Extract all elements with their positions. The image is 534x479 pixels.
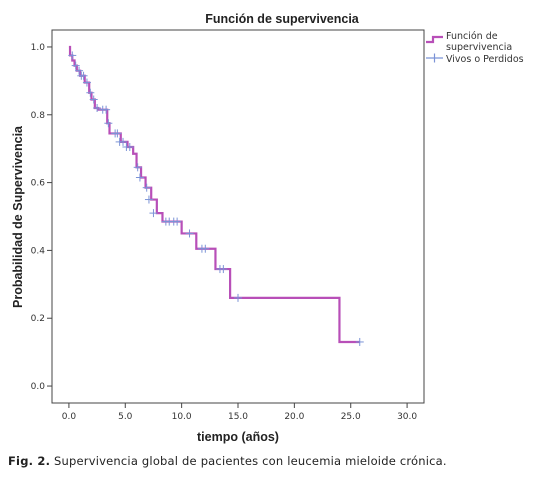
x-tick-label: 15.0 xyxy=(228,412,248,422)
censored-marker xyxy=(102,105,111,114)
censored-marker xyxy=(135,173,144,182)
legend-censored-label: Vivos o Perdidos xyxy=(446,54,524,65)
x-tick-label: 30.0 xyxy=(397,412,417,422)
legend-survival-swatch xyxy=(426,35,443,44)
x-tick-label: 20.0 xyxy=(284,412,304,422)
y-tick-label: 0.6 xyxy=(31,179,46,189)
x-tick-label: 0.0 xyxy=(62,412,77,422)
legend-survival-label: Función de supervivencia xyxy=(446,31,512,53)
x-tick-label: 10.0 xyxy=(172,412,192,422)
plot-area xyxy=(51,29,425,404)
censored-marker xyxy=(113,129,122,138)
censored-marker xyxy=(185,229,194,238)
caption-text: Supervivencia global de pacientes con le… xyxy=(54,454,447,468)
chart-title: Función de supervivencia xyxy=(205,12,360,26)
censored-marker xyxy=(71,61,80,70)
y-tick-label: 0.8 xyxy=(31,111,46,121)
censored-marker xyxy=(219,265,228,274)
legend: Función de supervivencia Vivos o Perdidos xyxy=(426,31,524,65)
censored-marker xyxy=(234,293,242,302)
censored-marker xyxy=(173,217,182,226)
y-tick-label: 0.0 xyxy=(31,382,46,392)
censored-marker xyxy=(355,337,364,346)
y-tick-label: 0.2 xyxy=(31,314,45,324)
censored-marker xyxy=(144,195,153,204)
y-axis: 0.0 0.2 0.4 0.6 0.8 1.0 xyxy=(31,43,52,392)
survival-chart: Función de supervivencia 0.0 0.2 0.4 0.6 0.8… xyxy=(11,12,524,444)
figure-caption: Fig. 2. Supervivencia global de paciente… xyxy=(8,454,447,468)
censored-marker xyxy=(149,209,158,218)
censored-marker xyxy=(119,137,128,146)
series-layer xyxy=(68,45,364,346)
censored-marker xyxy=(75,66,84,75)
x-tick-label: 5.0 xyxy=(118,412,133,422)
censored-marker xyxy=(201,244,210,253)
x-tick-label: 25.0 xyxy=(341,412,361,422)
censored-marker xyxy=(133,163,142,172)
censored-marker xyxy=(79,71,88,80)
censored-marker xyxy=(82,78,91,87)
censored-marker xyxy=(93,103,102,112)
censored-marker xyxy=(125,142,134,151)
caption-label: Fig. 2. xyxy=(8,454,51,468)
y-tick-label: 0.4 xyxy=(31,246,46,256)
censored-marker xyxy=(89,95,98,104)
censored-marker xyxy=(86,88,95,97)
x-axis-label: tiempo (años) xyxy=(197,430,279,444)
x-axis: 0.0 5.0 10.0 15.0 20.0 25.0 30.0 xyxy=(62,403,417,422)
censored-marker xyxy=(104,119,113,128)
y-axis-label: Probabilidad de Supervivencia xyxy=(11,125,25,308)
censored-marker xyxy=(68,51,77,60)
y-tick-label: 1.0 xyxy=(31,43,46,53)
censored-marker xyxy=(142,183,151,192)
